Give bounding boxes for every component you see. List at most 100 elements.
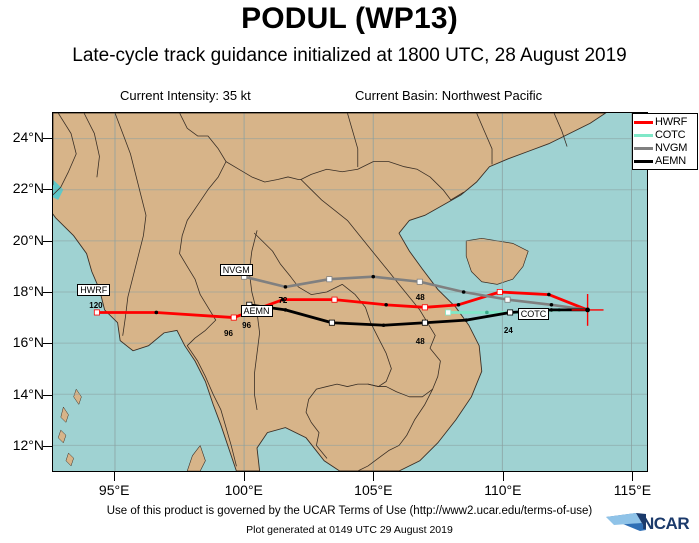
plot-generated-text: Plot generated at 0149 UTC 29 August 201… [246,524,453,536]
country-border [476,113,493,165]
track-point-hwrf-48[interactable] [421,304,428,311]
forecast-hour-label-aemn-72: 72 [278,295,288,305]
legend-swatch-aemn [634,160,653,163]
track-point-aemn-60[interactable] [381,323,386,328]
terms-of-use-text: Use of this product is governed by the U… [106,505,593,517]
x-tick-label: 110°E [484,482,522,498]
y-tick [43,446,52,448]
legend-swatch-cotc [634,134,653,137]
forecast-hour-label-aemn-96: 96 [242,321,252,331]
y-tick [43,189,52,191]
country-border [53,113,77,196]
page-subtitle: Late-cycle track guidance initialized at… [72,45,627,66]
track-point-nvgm-36[interactable] [461,290,466,294]
legend-item-nvgm[interactable]: NVGM [634,142,697,155]
track-point-hwrf-36[interactable] [456,302,461,307]
track-point-hwrf-12[interactable] [547,292,551,297]
track-point-aemn-24[interactable] [507,309,514,316]
y-tick [43,240,52,242]
forecast-hour-label-aemn-24: 24 [503,326,513,336]
x-tick [243,472,245,481]
forecast-hour-label-aemn-48: 48 [415,336,425,346]
country-border [553,113,568,147]
track-point-hwrf-72[interactable] [331,296,338,303]
landmass-island-group [186,444,206,471]
track-point-cotc-36[interactable] [485,310,489,315]
country-border [367,383,379,387]
ncar-logo: NCAR [606,508,696,538]
current-basin-label: Current Basin: Northwest Pacific [355,88,543,103]
track-point-hwrf-120[interactable] [93,309,100,316]
country-border [305,383,434,459]
country-border [225,161,302,183]
legend-label-hwrf: HWRF [655,116,688,128]
legend-box: HWRF COTC NVGM AEMN [632,113,698,170]
map-canvas[interactable] [53,113,647,471]
track-point-nvgm-12[interactable] [549,302,554,307]
legend-label-aemn: AEMN [655,155,686,167]
track-point-aemn-72[interactable] [328,319,335,326]
landmass-hainan [465,237,529,285]
y-tick [43,394,52,396]
country-border [347,113,359,168]
track-point-aemn-12[interactable] [549,308,554,312]
legend-item-aemn[interactable]: AEMN [634,155,697,168]
track-point-nvgm-84[interactable] [283,285,288,289]
country-border [357,388,434,471]
track-point-nvgm-60[interactable] [371,274,376,279]
track-label-cotc: COTC [517,307,550,320]
forecast-hour-label-hwrf-96: 96 [224,329,233,338]
x-tick [502,472,504,481]
info-line: Current Intensity: 35 kt Current Basin: … [0,88,699,104]
y-tick [43,137,52,139]
legend-item-cotc[interactable]: COTC [634,129,697,142]
track-point-hwrf-108[interactable] [154,310,159,315]
track-point-nvgm-72[interactable] [326,276,333,283]
x-tick-label: 100°E [224,482,263,498]
landmass-small-island [65,452,74,467]
country-border [114,113,147,336]
track-point-cotc-48[interactable] [445,309,452,316]
forecast-hour-label-hwrf-120: 120 [89,300,103,310]
y-tick-label: 20°N [12,231,44,248]
track-point-hwrf-96[interactable] [230,314,237,321]
y-tick [43,292,52,293]
legend-label-cotc: COTC [655,129,686,141]
track-point-hwrf-24[interactable] [496,289,503,295]
country-border [179,113,227,163]
country-border [83,113,100,178]
track-point-hwrf-60[interactable] [384,302,388,307]
legend-item-hwrf[interactable]: HWRF [634,116,697,129]
country-border [254,232,392,387]
track-label-aemn: AEMN [240,305,273,317]
legend-label-nvgm: NVGM [655,142,688,154]
country-border [179,161,237,467]
x-tick-label: 115°E [613,482,652,498]
track-label-nvgm: NVGM [219,263,253,276]
track-point-nvgm-48[interactable] [416,278,423,285]
x-tick-label: 95°E [98,482,130,498]
origin-point[interactable] [585,307,590,313]
map-panel[interactable]: HWRF 96 120 COTC NVGM 48 AEMN 24 48 72 96 [52,112,648,472]
ncar-swoosh-icon [606,513,646,531]
x-tick-label: 105°E [354,482,393,498]
track-point-aemn-36[interactable] [464,318,469,322]
country-border [450,191,465,201]
x-tick [373,472,375,481]
y-tick-label: 24°N [12,128,44,145]
track-point-aemn-84[interactable] [283,308,288,312]
landmass-small-island [60,406,69,423]
current-intensity-label: Current Intensity: 35 kt [120,88,251,103]
y-tick-label: 14°N [12,385,44,402]
y-tick-label: 18°N [12,283,44,299]
legend-swatch-nvgm [634,147,653,150]
legend-swatch-hwrf [634,121,653,124]
track-point-hwrf-84[interactable] [281,297,285,302]
track-point-nvgm-24[interactable] [504,296,511,303]
origin-marker-layer [571,293,604,326]
y-tick [43,343,52,345]
track-point-aemn-48[interactable] [421,319,428,326]
page-title: PODUL (WP13) [241,2,458,35]
x-tick [632,472,634,481]
